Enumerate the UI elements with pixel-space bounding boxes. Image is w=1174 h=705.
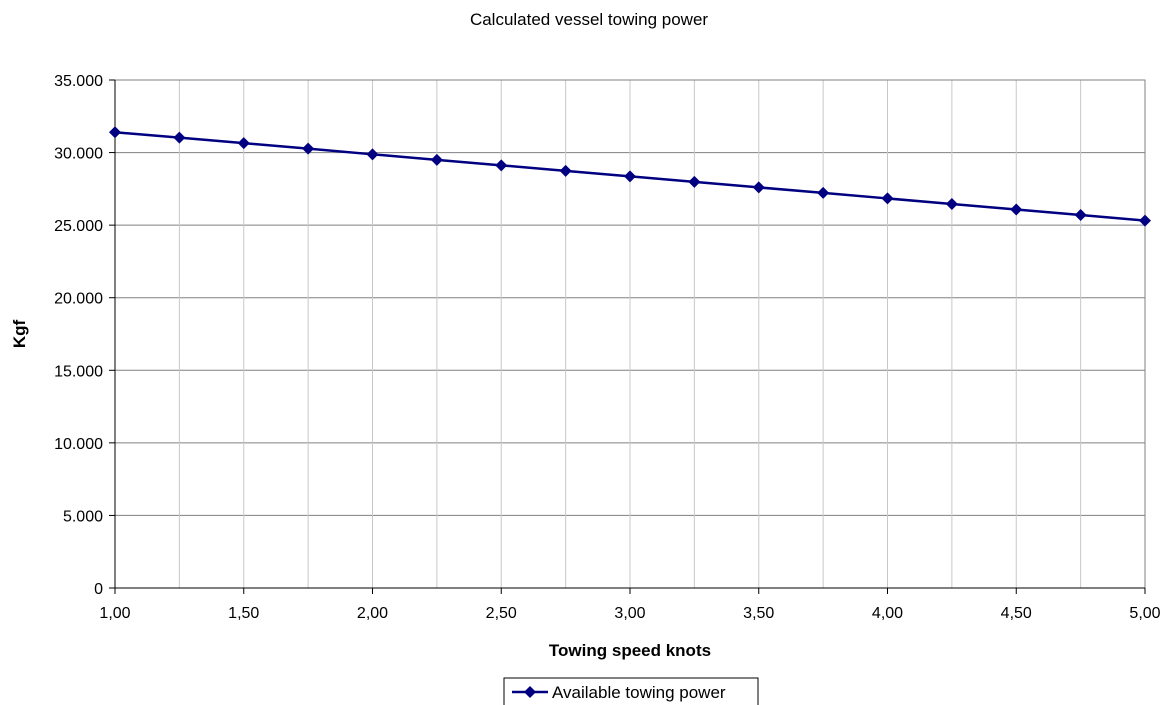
chart-title: Calculated vessel towing power xyxy=(470,10,708,29)
y-tick-label: 5.000 xyxy=(63,508,103,525)
data-point xyxy=(817,186,830,199)
x-axis-title: Towing speed knots xyxy=(549,641,711,660)
data-point xyxy=(624,170,636,183)
legend: Available towing power xyxy=(503,677,759,705)
y-tick-label: 20.000 xyxy=(54,291,103,308)
data-point xyxy=(1074,208,1087,221)
data-point xyxy=(302,142,315,155)
data-point xyxy=(688,175,701,188)
data-point xyxy=(1010,203,1023,216)
data-point xyxy=(430,153,443,166)
x-tick-label: 2,00 xyxy=(357,605,388,622)
y-tick-label: 25.000 xyxy=(54,218,103,235)
y-tick-label: 15.000 xyxy=(54,363,103,380)
series-layer xyxy=(109,126,1151,227)
data-point xyxy=(559,164,572,177)
legend-label: Available towing power xyxy=(552,683,726,702)
y-tick-label: 30.000 xyxy=(54,146,103,163)
data-point xyxy=(881,192,894,205)
x-tick-label: 1,50 xyxy=(228,605,259,622)
y-tick-label: 10.000 xyxy=(54,436,103,453)
data-point xyxy=(109,126,121,139)
data-point xyxy=(173,131,186,144)
data-point xyxy=(495,159,508,172)
x-tick-label: 1,00 xyxy=(99,605,130,622)
data-point xyxy=(752,181,765,194)
x-tick-label: 4,00 xyxy=(872,605,903,622)
data-point xyxy=(366,148,379,161)
y-tick-label: 0 xyxy=(94,581,103,598)
x-tick-label: 3,00 xyxy=(614,605,645,622)
data-point xyxy=(237,137,250,150)
x-axis-ticks: 1,00 1,50 2,00 2,50 3,00 3,50 4,00 4,50 5,00 xyxy=(99,587,1161,622)
grid xyxy=(114,79,1146,589)
y-axis-title: Kgf xyxy=(10,320,29,349)
x-tick-label: 3,50 xyxy=(743,605,774,622)
x-tick-label: 4,50 xyxy=(1001,605,1032,622)
data-point xyxy=(945,197,958,210)
y-axis-ticks: 0 5.000 10.000 15.000 20.000 25.000 30.000 35.0… xyxy=(54,73,116,598)
data-point xyxy=(1139,214,1151,227)
legend-marker xyxy=(524,686,536,698)
x-tick-label: 2,50 xyxy=(486,605,517,622)
x-tick-label: 5,00 xyxy=(1129,605,1160,622)
y-tick-label: 35.000 xyxy=(54,73,103,90)
